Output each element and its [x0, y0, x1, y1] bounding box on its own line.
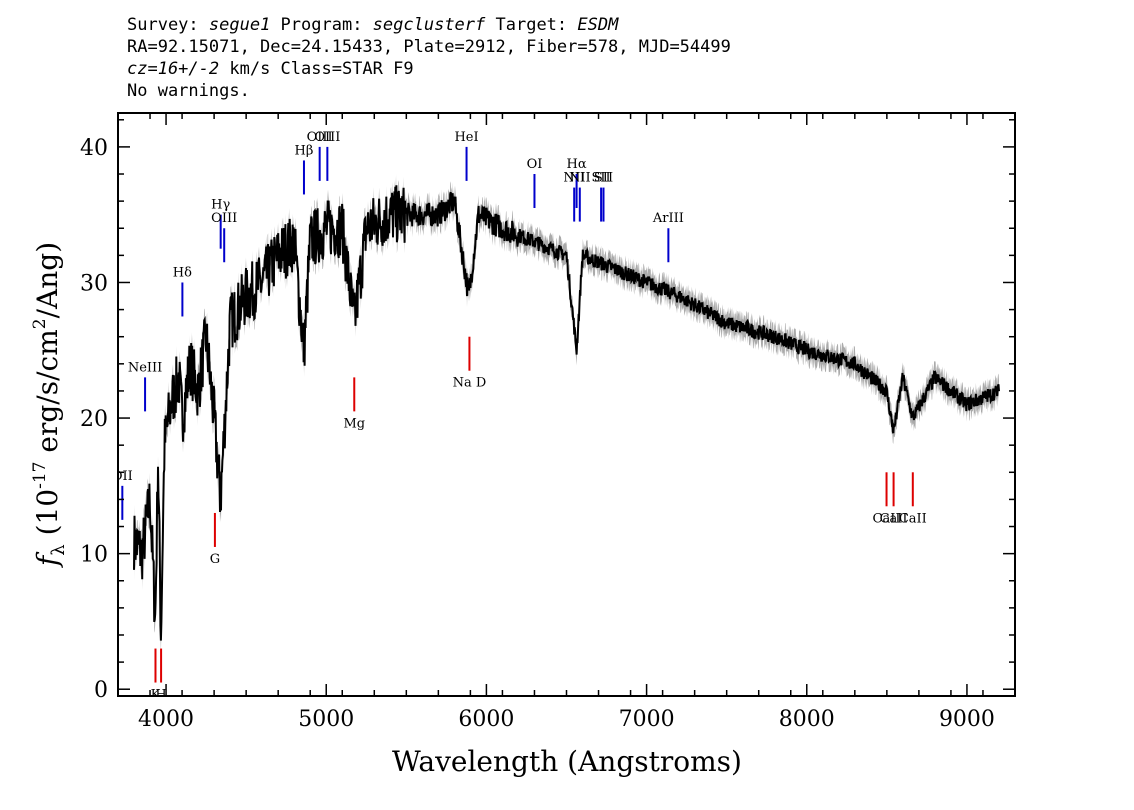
emission-line-label: OIII [307, 130, 333, 145]
target-name: ESDM [577, 15, 619, 35]
class-text: km/s Class=STAR F9 [219, 59, 414, 79]
absorption-line-label: G [210, 552, 220, 567]
emission-line-label: OIII [314, 130, 340, 145]
plot-frame [117, 112, 1016, 697]
absorption-line-label: CaII [899, 511, 927, 526]
x-tick-label: 9000 [939, 707, 995, 732]
x-axis-label: Wavelength (Angstroms) [392, 745, 742, 778]
x-tick-label: 7000 [619, 707, 675, 732]
absorption-line-label: CaII [873, 511, 901, 526]
absorption-line-label: K [151, 688, 161, 703]
emission-line-label: HeI [454, 130, 478, 145]
x-tick-label: 5000 [298, 707, 354, 732]
spectrum-line [133, 185, 1000, 641]
absorption-line-label: Mg [343, 416, 365, 431]
emission-line-label: ArIII [652, 211, 684, 226]
emission-line-label: NeIII [128, 360, 162, 375]
emission-line-label: NII [569, 171, 591, 186]
y-axis-label: fλ (10-17 erg/s/cm2/Ang) [30, 242, 69, 568]
header-line-2: RA=92.15071, Dec=24.15433, Plate=2912, F… [127, 37, 731, 57]
header-line-1: Survey: segue1 Program: segclusterf Targ… [127, 15, 619, 35]
absorption-line-label: Na D [453, 376, 487, 391]
y-tick-label: 30 [80, 271, 108, 296]
svg-text:fλ (10-17 erg/s/cm2/Ang): fλ (10-17 erg/s/cm2/Ang) [30, 242, 69, 568]
emission-line-label: Hγ [211, 198, 230, 213]
x-tick-label: 4000 [138, 707, 194, 732]
survey-name: segue1 [208, 15, 271, 35]
absorption-line-label: H [155, 688, 166, 703]
y-tick-label: 40 [80, 136, 108, 161]
emission-line-label: Hδ [173, 265, 192, 280]
emission-line-label: Hα [567, 157, 587, 172]
header-line-3: cz=16+/-2 km/s Class=STAR F9 [127, 58, 414, 80]
emission-line-label: OI [527, 157, 543, 172]
emission-line-label: OIII [211, 211, 237, 226]
x-tick-label: 6000 [458, 707, 514, 732]
emission-line-label: Hβ [295, 143, 314, 158]
program-name: segclusterf [372, 15, 486, 35]
emission-line-label: OII [112, 469, 133, 484]
y-tick-label: 0 [94, 678, 108, 703]
redshift-value: cz=16+/-2 [127, 59, 220, 79]
y-tick-label: 20 [80, 407, 108, 432]
header-line-4: No warnings. [127, 81, 250, 101]
emission-line-label: NII [563, 171, 585, 186]
absorption-line-label: CaII [880, 511, 908, 526]
emission-line-label: SII [594, 171, 613, 186]
y-tick-label: 10 [80, 543, 108, 568]
error-band [134, 174, 999, 652]
emission-line-label: SII [592, 171, 611, 186]
x-tick-label: 8000 [779, 707, 835, 732]
